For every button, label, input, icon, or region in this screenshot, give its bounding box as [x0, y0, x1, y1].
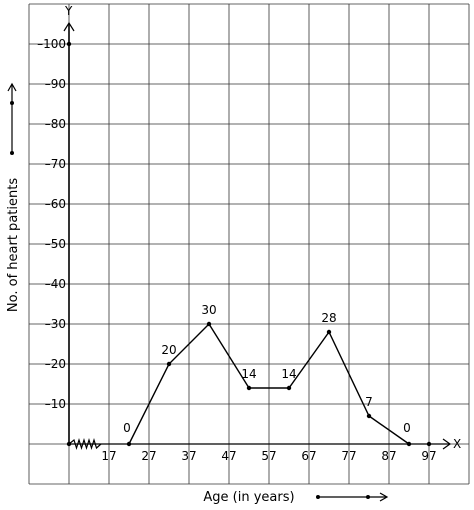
y-tick-label: –80 — [45, 117, 66, 131]
x-tick-label: 17 — [101, 449, 116, 463]
x-arrow-head — [379, 492, 389, 502]
data-point — [166, 361, 172, 367]
data-label: 30 — [201, 303, 216, 317]
y-tick-label: –30 — [45, 317, 66, 331]
axes: X Y — [63, 4, 461, 451]
data-point — [286, 385, 292, 391]
data-labels: 0 20 30 14 14 28 7 0 — [123, 303, 411, 435]
x-tick-label: 97 — [421, 449, 436, 463]
data-label: 0 — [403, 421, 411, 435]
x-tick-label: 47 — [221, 449, 236, 463]
x-tick-label: 87 — [381, 449, 396, 463]
series-line — [128, 322, 410, 445]
y-tick-label: –100 — [37, 37, 66, 51]
x-arrow-dot-right — [366, 495, 370, 499]
data-label: 14 — [281, 367, 296, 381]
data-point — [246, 385, 252, 391]
y-tick-label: –10 — [45, 397, 66, 411]
axis-break-kink — [68, 437, 102, 451]
x-tick-label: 37 — [181, 449, 196, 463]
series — [128, 322, 410, 445]
x-arrow-dot-left — [316, 495, 320, 499]
x-tick-label: 27 — [141, 449, 156, 463]
data-point — [206, 321, 212, 327]
data-point — [366, 413, 372, 419]
y-axis-title: No. of heart patients — [6, 178, 21, 312]
data-label: 0 — [123, 421, 131, 435]
x-tick-label: 67 — [301, 449, 316, 463]
y-tick-label: –50 — [45, 237, 66, 251]
data-point — [126, 441, 132, 447]
x-axis-end-point — [426, 441, 432, 447]
x-tick-label: 77 — [341, 449, 356, 463]
y-tick-label: –60 — [45, 197, 66, 211]
data-label: 14 — [241, 367, 256, 381]
data-label: 7 — [365, 395, 373, 409]
y-tick-label: –90 — [45, 77, 66, 91]
y-axis-letter: Y — [64, 4, 73, 18]
x-axis-letter: X — [453, 437, 461, 451]
data-point — [326, 329, 332, 335]
data-label: 20 — [161, 343, 176, 357]
y-axis-title-arrow — [7, 82, 17, 155]
y-arrow-dot-bottom — [10, 151, 14, 155]
y-arrow-dot-top — [10, 101, 14, 105]
y-arrow-head — [7, 82, 17, 92]
data-point — [406, 441, 412, 447]
x-tick-label: 57 — [261, 449, 276, 463]
y-axis-top-point — [66, 41, 72, 47]
y-tick-label: –40 — [45, 277, 66, 291]
x-tick-labels: 17 27 37 47 57 67 77 87 97 — [101, 449, 436, 463]
grid — [28, 3, 470, 485]
x-axis-title: Age (in years) — [203, 490, 294, 505]
y-tick-label: –20 — [45, 357, 66, 371]
y-axis-arrowhead — [63, 21, 75, 32]
x-axis-title-arrow — [316, 492, 389, 502]
x-axis-arrowhead — [442, 438, 452, 450]
y-tick-labels: –10 –20 –30 –40 –50 –60 –70 –80 –90 –100 — [37, 37, 66, 411]
origin-point — [66, 441, 72, 447]
data-label: 28 — [321, 311, 336, 325]
y-tick-label: –70 — [45, 157, 66, 171]
data-points — [126, 321, 412, 447]
